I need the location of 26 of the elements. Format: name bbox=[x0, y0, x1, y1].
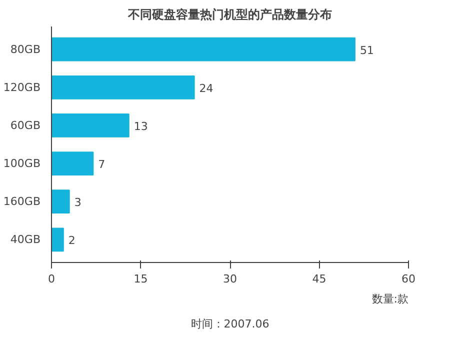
y-tick-label: 80GB bbox=[10, 42, 41, 56]
x-tick-label: 45 bbox=[312, 272, 326, 286]
x-tick-label: 30 bbox=[223, 272, 237, 286]
x-axis-title: 数量:款 bbox=[372, 292, 409, 306]
text: 时间：2007.06 bbox=[190, 318, 270, 330]
bar bbox=[52, 228, 64, 252]
y-tick-label: 120GB bbox=[3, 80, 41, 94]
data-label: 13 bbox=[134, 120, 148, 133]
bar bbox=[52, 75, 195, 100]
chart-title: 不同硬盘容量热门机型的产品数量分布 bbox=[127, 8, 332, 22]
y-tick-label: 160GB bbox=[3, 195, 41, 208]
x-tick-label: 60 bbox=[402, 272, 416, 286]
y-tick-label: 100GB bbox=[3, 157, 41, 170]
bar bbox=[52, 190, 70, 214]
bar bbox=[52, 152, 94, 176]
x-tick-label: 0 bbox=[48, 272, 55, 286]
bar bbox=[52, 114, 130, 138]
y-tick-label: 60GB bbox=[10, 118, 41, 132]
data-label: 7 bbox=[98, 158, 106, 172]
data-label: 2 bbox=[68, 234, 76, 248]
x-tick-label: 15 bbox=[134, 272, 148, 286]
data-label: 24 bbox=[199, 82, 214, 95]
bar bbox=[52, 37, 356, 62]
y-tick-label: 40GB bbox=[10, 233, 41, 246]
data-label: 3 bbox=[74, 196, 82, 210]
data-label: 51 bbox=[360, 44, 374, 57]
